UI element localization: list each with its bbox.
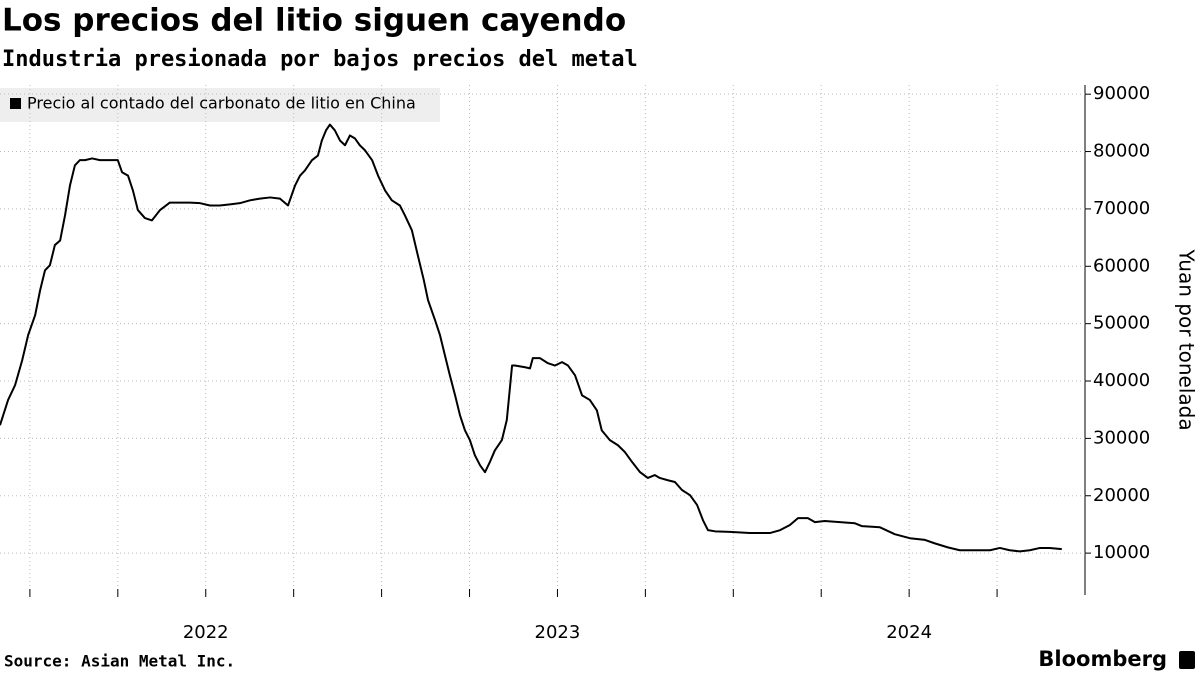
- legend-box: [0, 88, 440, 122]
- price-line: [0, 123, 1062, 553]
- x-tick-label: 2022: [183, 622, 229, 643]
- y-tick-label: 30000: [1093, 427, 1150, 448]
- y-tick-label: 60000: [1093, 255, 1150, 276]
- chart-title: Los precios del litio siguen cayendo: [2, 3, 626, 39]
- y-tick-label: 70000: [1093, 198, 1150, 219]
- x-tick-label: 2023: [535, 622, 581, 643]
- brand-icon: [1179, 651, 1195, 669]
- y-tick-label: 10000: [1093, 542, 1150, 563]
- legend-label: Precio al contado del carbonato de litio…: [27, 94, 416, 113]
- y-tick-label: 90000: [1093, 83, 1150, 104]
- x-tick-label: 2024: [886, 622, 932, 643]
- y-tick-label: 80000: [1093, 141, 1150, 162]
- chart-subtitle: Industria presionada por bajos precios d…: [2, 47, 638, 72]
- brand: Bloomberg: [1038, 647, 1167, 671]
- y-tick-label: 50000: [1093, 313, 1150, 334]
- source: Source: Asian Metal Inc.: [4, 652, 235, 671]
- legend-swatch: [10, 98, 21, 109]
- y-axis-title: Yuan por tonelada: [1175, 248, 1199, 430]
- y-tick-label: 20000: [1093, 485, 1150, 506]
- y-tick-label: 40000: [1093, 370, 1150, 391]
